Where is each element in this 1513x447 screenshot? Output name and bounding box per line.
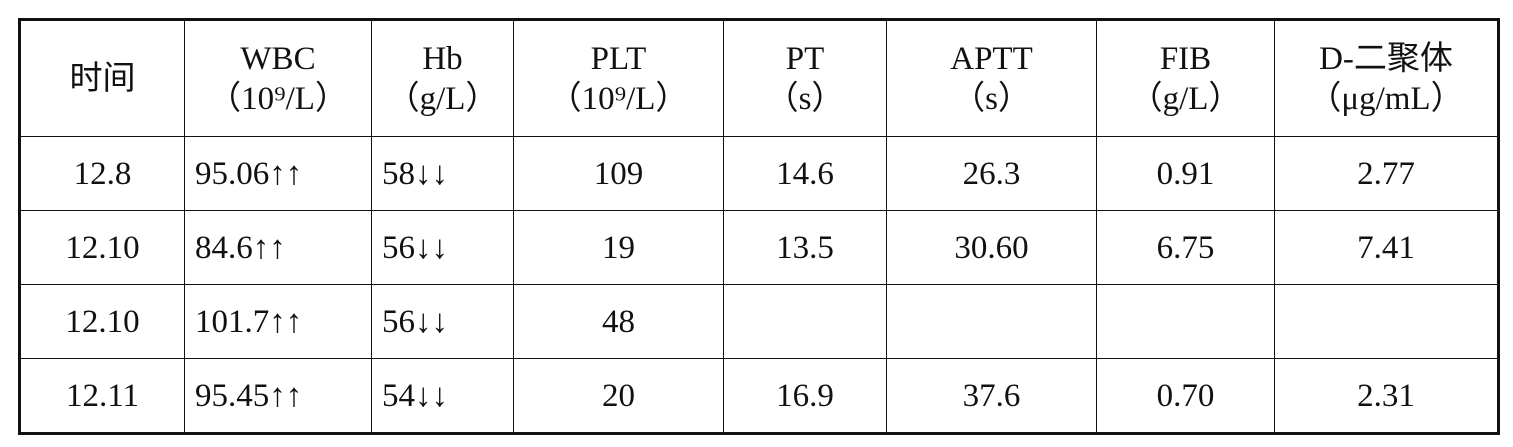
table-cell: 95.45↑↑ xyxy=(184,358,372,434)
header-unit: （s） xyxy=(765,80,845,117)
table-cell: 7.41 xyxy=(1274,210,1499,285)
table-cell: 54↓↓ xyxy=(371,358,514,434)
header-cell: PLT （10⁹/L） xyxy=(513,19,724,137)
table-cell: 48 xyxy=(513,284,724,359)
header-cell: FIB （g/L） xyxy=(1096,19,1275,137)
header-cell: 时间 xyxy=(19,19,185,137)
empty-cell xyxy=(1274,284,1499,359)
header-unit: （μg/mL） xyxy=(1308,80,1464,117)
empty-cell xyxy=(886,284,1097,359)
table-cell: 12.11 xyxy=(19,358,185,434)
table-cell: 12.10 xyxy=(19,210,185,285)
header-name: 时间 xyxy=(69,60,136,97)
empty-cell xyxy=(723,284,887,359)
table-cell: 13.5 xyxy=(723,210,887,285)
header-unit: （10⁹/L） xyxy=(208,80,348,117)
header-name: Hb xyxy=(422,40,463,77)
header-row: 时间 WBC （10⁹/L） Hb （g/L） PLT （10⁹/L） PT （s） APTT （s… xyxy=(19,19,1499,137)
table-row: 12.8 95.06↑↑ 58↓↓ 109 14.6 26.3 0.91 2.77 xyxy=(19,136,1499,211)
table-cell: 56↓↓ xyxy=(371,210,514,285)
table-cell: 12.8 xyxy=(19,136,185,211)
header-cell: D-二聚体 （μg/mL） xyxy=(1274,19,1499,137)
header-name: D-二聚体 xyxy=(1319,40,1453,77)
header-cell: Hb （g/L） xyxy=(371,19,514,137)
header-unit: （g/L） xyxy=(386,80,499,117)
table-cell: 95.06↑↑ xyxy=(184,136,372,211)
empty-cell xyxy=(1096,284,1275,359)
lab-table: 时间 WBC （10⁹/L） Hb （g/L） PLT （10⁹/L） PT （s） APTT （s… xyxy=(18,18,1500,435)
header-unit: （s） xyxy=(952,80,1031,117)
header-unit: （10⁹/L） xyxy=(548,80,689,117)
table-cell: 0.70 xyxy=(1096,358,1275,434)
table-cell: 26.3 xyxy=(886,136,1097,211)
header-unit: （g/L） xyxy=(1129,80,1242,117)
header-cell: WBC （10⁹/L） xyxy=(184,19,372,137)
table-cell: 30.60 xyxy=(886,210,1097,285)
table-cell: 20 xyxy=(513,358,724,434)
table-cell: 37.6 xyxy=(886,358,1097,434)
table-cell: 16.9 xyxy=(723,358,887,434)
header-name: PT xyxy=(785,40,825,77)
header-name: PLT xyxy=(590,40,647,77)
table-cell: 0.91 xyxy=(1096,136,1275,211)
table-cell: 6.75 xyxy=(1096,210,1275,285)
table-cell: 2.77 xyxy=(1274,136,1499,211)
table-row: 12.10 84.6↑↑ 56↓↓ 19 13.5 30.60 6.75 7.41 xyxy=(19,210,1499,285)
table-cell: 14.6 xyxy=(723,136,887,211)
table-row: 12.10 101.7↑↑ 56↓↓ 48 xyxy=(19,284,1499,359)
table-body: 12.8 95.06↑↑ 58↓↓ 109 14.6 26.3 0.91 2.77 12.10 8… xyxy=(19,136,1499,434)
table-row: 12.11 95.45↑↑ 54↓↓ 20 16.9 37.6 0.70 2.31 xyxy=(19,358,1499,434)
header-name: WBC xyxy=(240,40,316,77)
table-cell: 2.31 xyxy=(1274,358,1499,434)
table-cell: 19 xyxy=(513,210,724,285)
header-name: APTT xyxy=(950,40,1033,77)
header-cell: APTT （s） xyxy=(886,19,1097,137)
table-cell: 101.7↑↑ xyxy=(184,284,372,359)
table-cell: 56↓↓ xyxy=(371,284,514,359)
table-cell: 58↓↓ xyxy=(371,136,514,211)
table-cell: 12.10 xyxy=(19,284,185,359)
table-cell: 84.6↑↑ xyxy=(184,210,372,285)
table-cell: 109 xyxy=(513,136,724,211)
header-cell: PT （s） xyxy=(723,19,887,137)
header-name: FIB xyxy=(1159,40,1212,77)
